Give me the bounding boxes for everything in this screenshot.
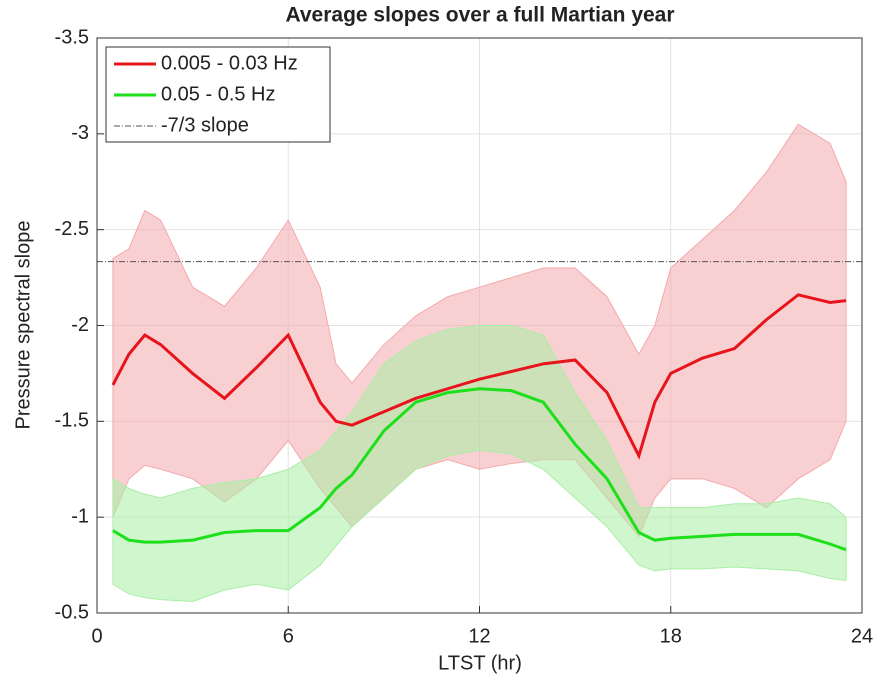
x-tick-label: 6 — [283, 625, 294, 647]
legend-label: 0.05 - 0.5 Hz — [161, 83, 276, 105]
x-tick-label: 24 — [851, 625, 873, 647]
x-axis-label: LTST (hr) — [438, 652, 522, 674]
x-tick-label: 0 — [91, 625, 102, 647]
series-line — [112, 387, 847, 552]
y-tick-label: -1 — [71, 505, 89, 527]
y-tick-label: -1.5 — [55, 410, 89, 432]
x-tick-label: 18 — [660, 625, 682, 647]
chart-title: Average slopes over a full Martian year — [285, 4, 674, 27]
confidence-band — [112, 325, 847, 603]
x-tick-label: 12 — [468, 625, 490, 647]
legend-label: 0.005 - 0.03 Hz — [161, 52, 298, 74]
plot-frame — [96, 37, 863, 614]
y-tick-label: -3.5 — [55, 26, 89, 48]
y-tick-label: -3 — [71, 122, 89, 144]
legend-label: -7/3 slope — [161, 114, 249, 136]
y-axis-label: Pressure spectral slope — [12, 221, 34, 430]
y-tick-label: -2 — [71, 314, 89, 336]
series-line — [111, 293, 847, 460]
y-tick-label: -2.5 — [55, 218, 89, 240]
y-tick-label: -0.5 — [55, 601, 89, 623]
